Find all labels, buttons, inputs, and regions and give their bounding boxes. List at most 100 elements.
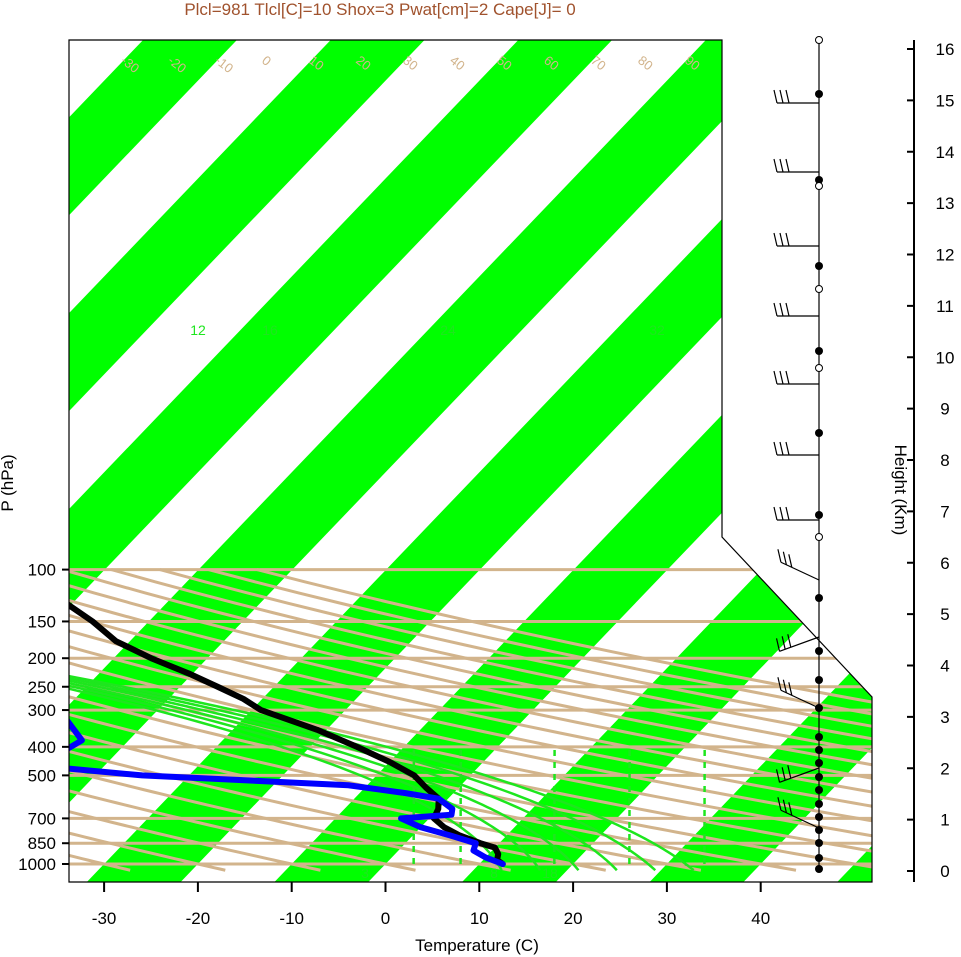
wind-barb [777, 677, 820, 709]
pressure-tick-label: 250 [28, 678, 56, 697]
wind-barb-feather [779, 158, 784, 173]
wind-barb-shaft [780, 689, 820, 709]
wind-barb-feather [777, 549, 782, 563]
dry-adiabat-label: 40 [447, 53, 468, 74]
wind-level-dot [815, 854, 823, 862]
height-tick-label: 14 [936, 143, 955, 162]
temperature-tick-label: -20 [186, 909, 211, 928]
wind-level-dot [815, 826, 823, 834]
dry-adiabat-label: 80 [635, 53, 656, 74]
plot-border [68, 39, 873, 883]
wind-level-dot [815, 813, 823, 821]
height-tick-label: 0 [940, 862, 949, 881]
dry-adiabat [69, 568, 872, 872]
dry-adiabat [69, 568, 702, 872]
wind-barb [777, 797, 820, 829]
wind-barb-feather [773, 89, 778, 104]
wind-level-dot [815, 865, 823, 873]
pressure-tick-label: 200 [28, 649, 56, 668]
wind-barb [773, 232, 819, 247]
pressure-tick-label: 100 [28, 561, 56, 580]
temperature-tick-label: 20 [564, 909, 583, 928]
wind-barb [773, 506, 819, 521]
mixing-ratio-label: 3 [361, 865, 369, 881]
wind-level-dot [815, 733, 823, 741]
moist-adiabat [69, 674, 542, 871]
x-axis-label: Temperature (C) [415, 936, 539, 955]
dry-adiabat [69, 568, 511, 872]
height-tick-label: 5 [940, 605, 949, 624]
wind-barb-feather [781, 767, 786, 781]
wind-level-open-dot [815, 182, 823, 190]
dry-adiabat [208, 568, 872, 872]
wind-level-dot [815, 176, 823, 184]
height-tick-label: 2 [940, 759, 949, 778]
isotherm-band [69, 40, 622, 882]
height-tick-label: 1 [940, 811, 949, 830]
dry-adiabat [69, 568, 226, 872]
mixing-ratio-label: 18 [542, 865, 558, 881]
temperature-tick-label: -30 [92, 909, 117, 928]
wind-level-dot [815, 262, 823, 270]
wind-barb-feather [782, 679, 787, 693]
dry-adiabat [110, 568, 872, 872]
height-tick-label: 6 [940, 554, 949, 573]
mixing-ratio-labels: 3 8 18 [361, 865, 558, 881]
dry-adiabat-label: 0 [731, 458, 746, 474]
wind-barb-feather [777, 677, 782, 691]
wind-level-dot [815, 429, 823, 437]
isotherm-band [69, 40, 435, 882]
wind-level-dot [815, 759, 823, 767]
wind-barb-shaft [780, 809, 820, 829]
wind-barb-shaft [779, 767, 820, 783]
height-tick-label: 13 [936, 194, 955, 213]
wind-level-dot [815, 773, 823, 781]
pressure-tick-label: 1000 [18, 855, 56, 874]
dry-adiabat [69, 568, 321, 872]
wind-barb [773, 158, 819, 173]
wind-barb-feather [773, 158, 778, 173]
wind-level-open-dot [815, 364, 823, 372]
wind-barb-feather [785, 506, 790, 521]
wind-barb [773, 370, 819, 385]
height-tick-label: 12 [936, 246, 955, 265]
pressure-tick-label: 150 [28, 612, 56, 631]
wind-barb-feather [779, 370, 784, 385]
dewpoint-profile [69, 578, 506, 867]
moist-adiabat-label: 32 [649, 322, 665, 338]
wind-level-open-dot [815, 36, 823, 44]
dry-adiabat [69, 568, 416, 872]
wind-barb-feather [788, 682, 793, 696]
wind-barb-feather [785, 441, 790, 456]
moist-adiabat-label: 12 [190, 322, 206, 338]
wind-barb [773, 89, 819, 104]
moist-adiabat [69, 674, 695, 872]
height-axis-label: Height (Km) [891, 445, 910, 536]
dry-adiabat [256, 568, 872, 872]
wind-barb-feather [785, 302, 790, 317]
wind-barb-feather [787, 765, 792, 779]
wind-barb [775, 765, 820, 783]
wind-barb-feather [787, 634, 792, 648]
wind-barb-feather [785, 89, 790, 104]
dry-adiabat-label: 10 [731, 339, 752, 360]
wind-barb-feather [785, 232, 790, 247]
moist-adiabat-label: 16 [262, 322, 278, 338]
dry-adiabat [69, 568, 872, 872]
dry-adiabat [69, 568, 872, 872]
dry-adiabat-label: 20 [731, 232, 752, 253]
isotherm-band [452, 40, 872, 882]
wind-level-dot [815, 90, 823, 98]
wind-barb-feather [779, 302, 784, 317]
pressure-tick-label: 500 [28, 766, 56, 785]
wind-profile [773, 36, 823, 873]
wind-level-dot [815, 786, 823, 794]
wind-barb-shaft [780, 561, 820, 581]
pressure-tick-label: 700 [28, 809, 56, 828]
wind-barb-feather [781, 636, 786, 650]
height-tick-label: 15 [936, 91, 955, 110]
temperature-profile [69, 578, 506, 867]
moist-adiabat [69, 674, 503, 871]
dry-adiabat-label: 30 [731, 122, 752, 143]
